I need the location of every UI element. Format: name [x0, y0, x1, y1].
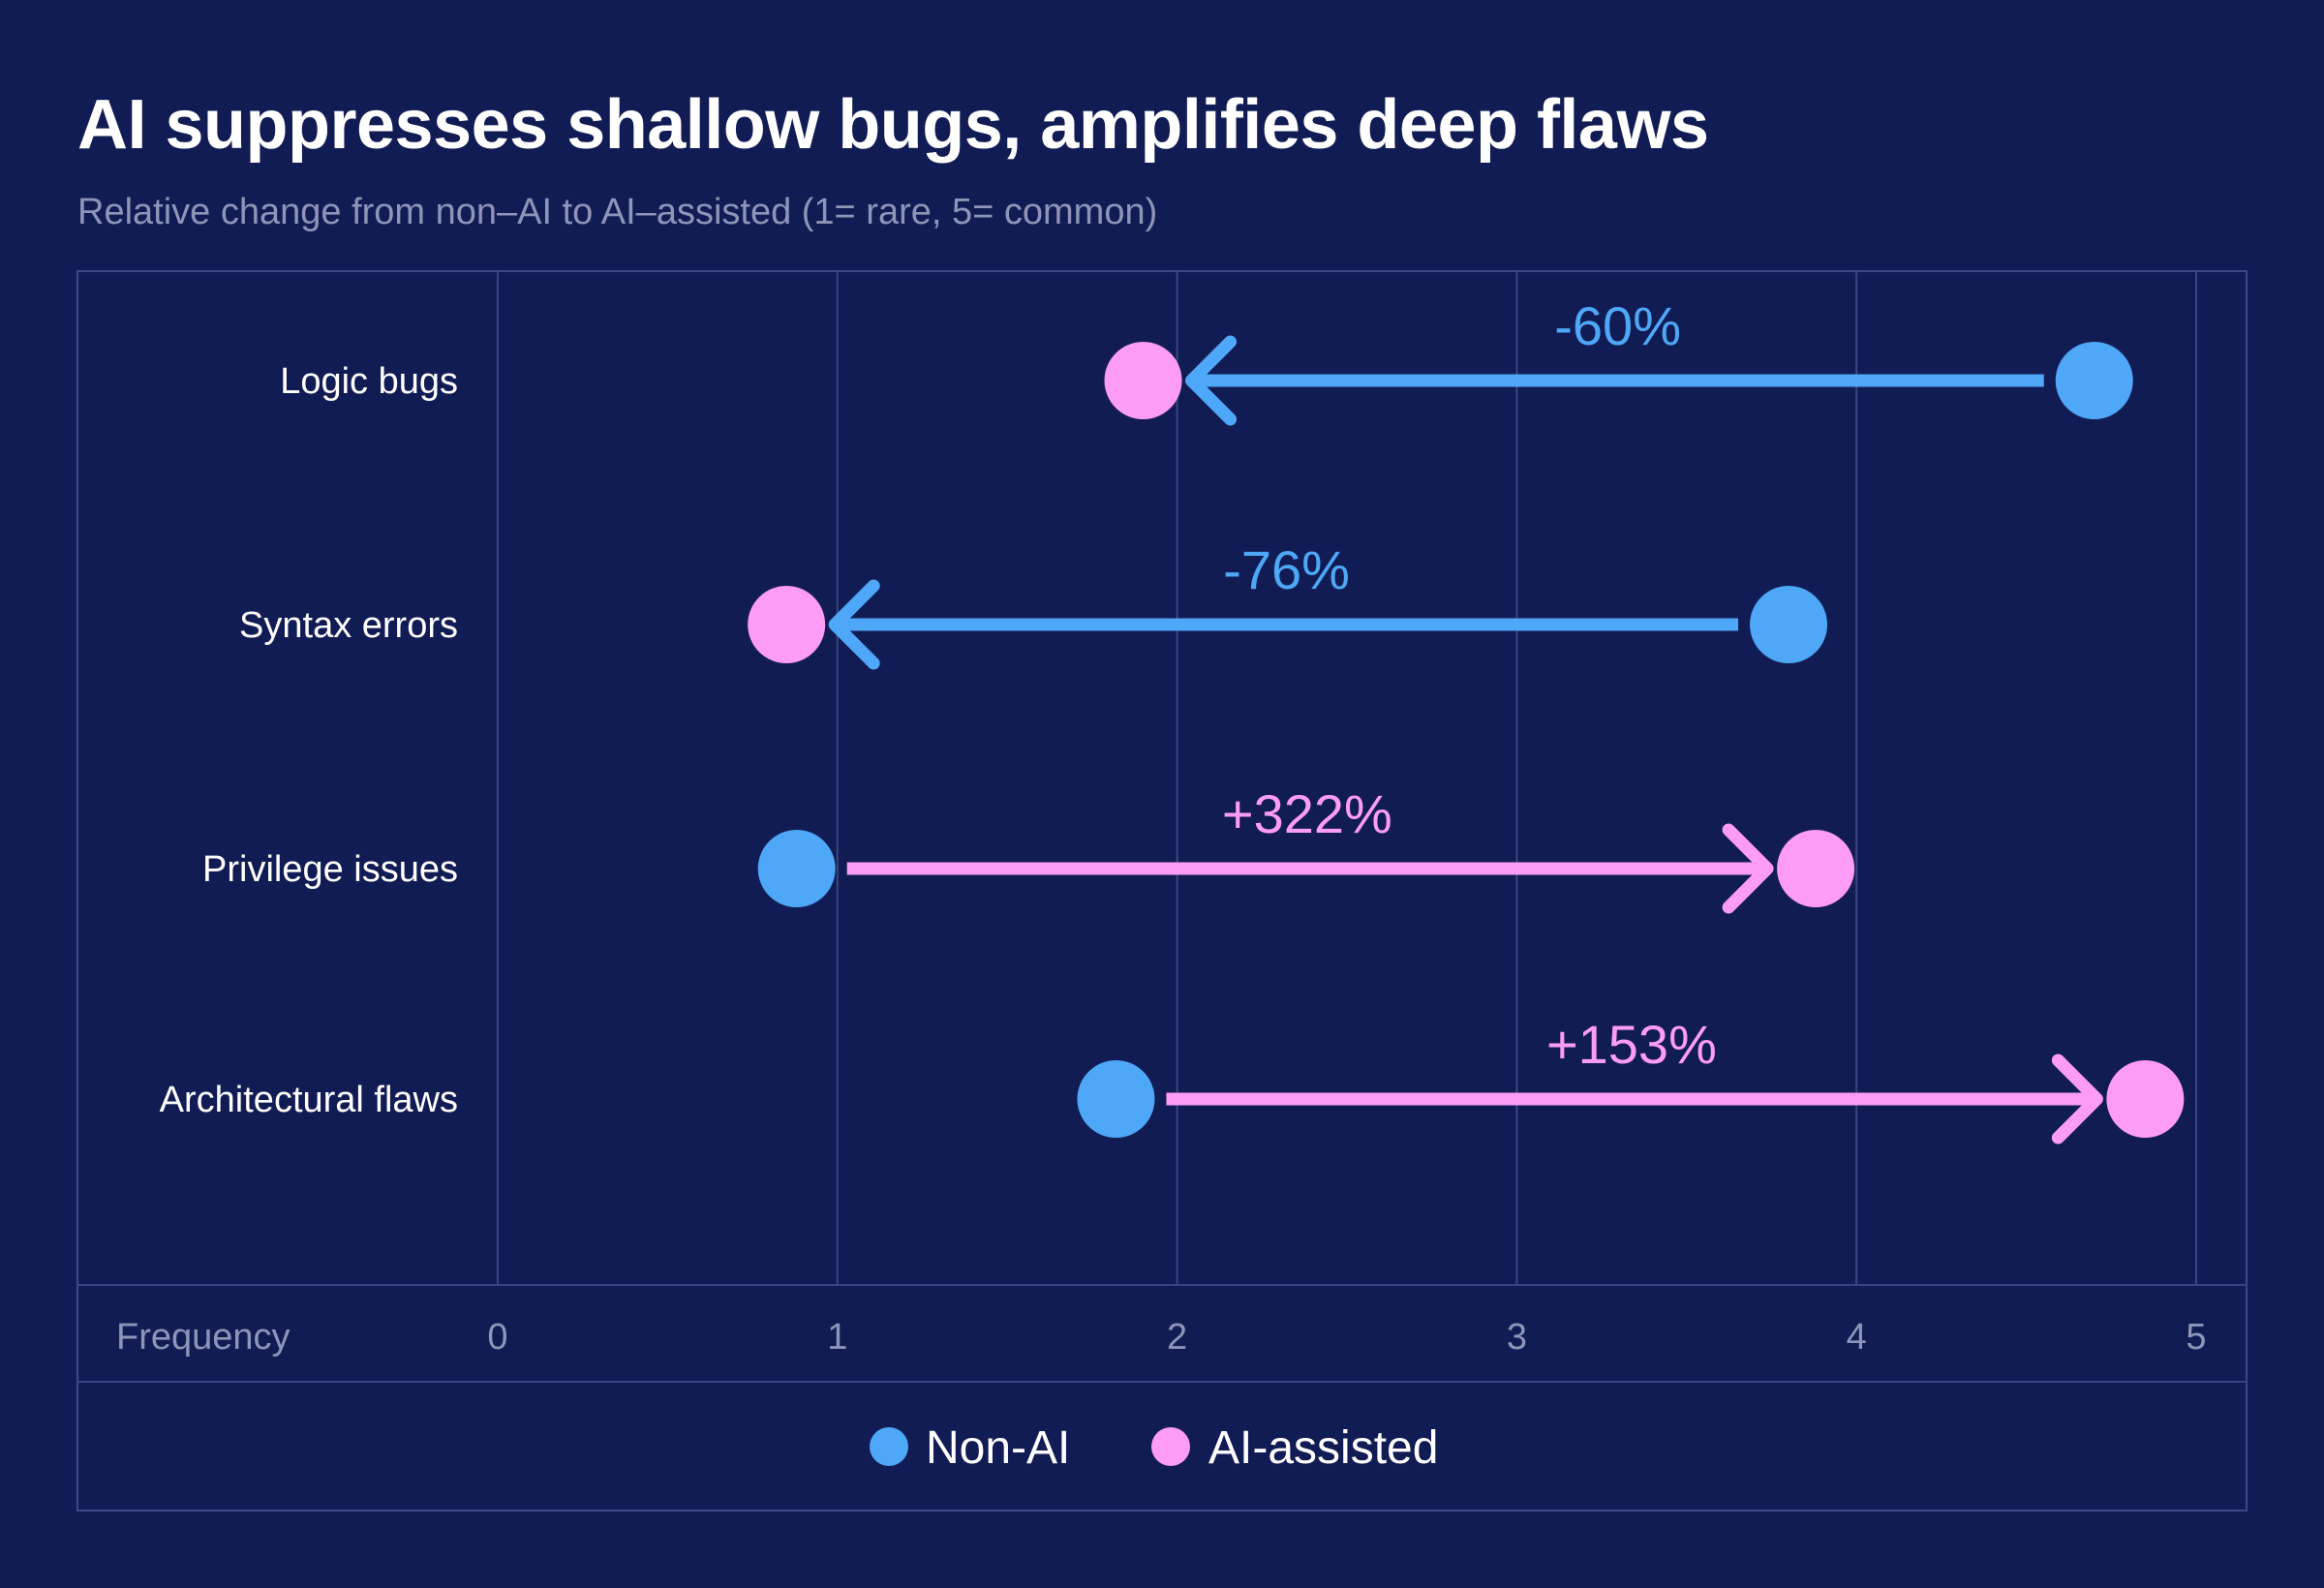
dot-non-ai [757, 830, 836, 907]
change-arrow-head [828, 579, 880, 670]
tick-label-3: 3 [1507, 1317, 1527, 1358]
tick-label-2: 2 [1167, 1317, 1187, 1358]
category-label: Logic bugs [280, 361, 458, 402]
dot-ai-assisted [1104, 342, 1182, 419]
legend-label: Non-AI [926, 1422, 1070, 1474]
row-0: Logic bugs -60% [280, 295, 2133, 426]
change-label: +322% [1222, 783, 1392, 844]
tick-label-5: 5 [2186, 1317, 2206, 1358]
row-3: Architectural flaws +153% [160, 1014, 2185, 1145]
dot-ai-assisted [748, 586, 826, 663]
x-axis-title: Frequency [116, 1317, 290, 1358]
category-label: Privilege issues [202, 849, 458, 890]
change-arrow-head [1722, 823, 1774, 914]
legend-item-ai-assisted: AI-assisted [1151, 1422, 1438, 1474]
chart-subtitle: Relative change from non–AI to AI–assist… [77, 192, 1158, 232]
legend-label: AI-assisted [1208, 1422, 1438, 1474]
category-label: Architectural flaws [160, 1080, 458, 1120]
dot-ai-assisted [2106, 1060, 2185, 1138]
legend-swatch [1151, 1427, 1190, 1466]
legend-item-non-ai: Non-AI [870, 1422, 1070, 1474]
chart-title: AI suppresses shallow bugs, amplifies de… [77, 86, 1709, 164]
dot-ai-assisted [1777, 830, 1855, 907]
x-axis-ticks: 0 1 2 3 4 5 [487, 1317, 2206, 1358]
change-label: -60% [1554, 295, 1681, 356]
dot-non-ai [1750, 586, 1828, 663]
legend-swatch [870, 1427, 908, 1466]
change-arrow-head [1185, 335, 1238, 426]
tick-label-1: 1 [827, 1317, 847, 1358]
change-label: -76% [1223, 539, 1350, 600]
row-2: Privilege issues +322% [202, 783, 1855, 914]
change-arrow-head [2051, 1054, 2103, 1145]
data-rows: Logic bugs -60% Syntax errors -76% Privilege… [160, 295, 2185, 1145]
legend: Non-AI AI-assisted [870, 1422, 1438, 1474]
gridlines [497, 271, 2197, 1285]
tick-label-0: 0 [487, 1317, 507, 1358]
dot-non-ai [1077, 1060, 1155, 1138]
change-label: +153% [1546, 1014, 1717, 1075]
chart-frame [76, 270, 2248, 1512]
dot-non-ai [2055, 342, 2133, 419]
category-label: Syntax errors [239, 605, 458, 646]
row-1: Syntax errors -76% [239, 539, 1828, 670]
tick-label-4: 4 [1847, 1317, 1867, 1358]
